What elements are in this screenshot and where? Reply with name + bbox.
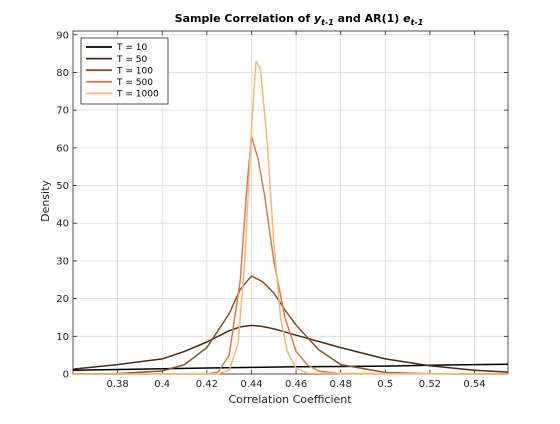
y-tick-label: 40 (56, 219, 69, 230)
title-part: Sample Correlation of (175, 12, 314, 25)
y-tick-label: 90 (56, 30, 69, 41)
title-part: y (314, 12, 322, 25)
x-tick-label: 0.48 (330, 379, 352, 390)
legend-label: T = 50 (116, 55, 147, 65)
series-line (73, 60, 509, 375)
legend-label: T = 100 (116, 66, 153, 76)
x-tick-label: 0.46 (285, 379, 307, 390)
y-tick-label: 20 (56, 294, 69, 305)
x-tick-label: 0.54 (463, 379, 485, 390)
x-tick-label: 0.4 (154, 379, 170, 390)
title-part: e (403, 12, 411, 25)
y-tick-label: 0 (63, 370, 69, 381)
title-part: and AR(1) (334, 12, 403, 25)
x-tick-label: 0.52 (419, 379, 441, 390)
series-lines (72, 60, 509, 375)
y-tick-label: 10 (56, 332, 69, 343)
y-tick-label: 30 (56, 256, 69, 267)
axes-box (72, 30, 509, 375)
x-tick-label: 0.42 (196, 379, 218, 390)
x-tick-label: 0.5 (377, 379, 393, 390)
legend-label: T = 1000 (116, 90, 159, 100)
chart-title: Sample Correlation of yt-1 and AR(1) et-… (175, 12, 424, 27)
legend-label: T = 500 (116, 78, 153, 88)
series-line (72, 275, 509, 375)
x-axis-label: Correlation Coefficient (228, 393, 352, 406)
x-tick-label: 0.44 (240, 379, 262, 390)
title-part: t-1 (321, 18, 334, 27)
series-line (72, 324, 509, 373)
y-tick-label: 50 (56, 181, 69, 192)
series-line (73, 135, 509, 375)
legend-label: T = 10 (116, 43, 147, 53)
x-tick-label: 0.38 (106, 379, 128, 390)
legend: T = 10 T = 50T = 100 T = 500 T = 1000 (80, 37, 169, 105)
title-part: t-1 (411, 18, 424, 27)
y-axis-label: Density (39, 180, 52, 222)
y-tick-label: 70 (56, 106, 69, 117)
y-tick-label: 80 (56, 68, 69, 79)
y-tick-label: 60 (56, 143, 69, 154)
